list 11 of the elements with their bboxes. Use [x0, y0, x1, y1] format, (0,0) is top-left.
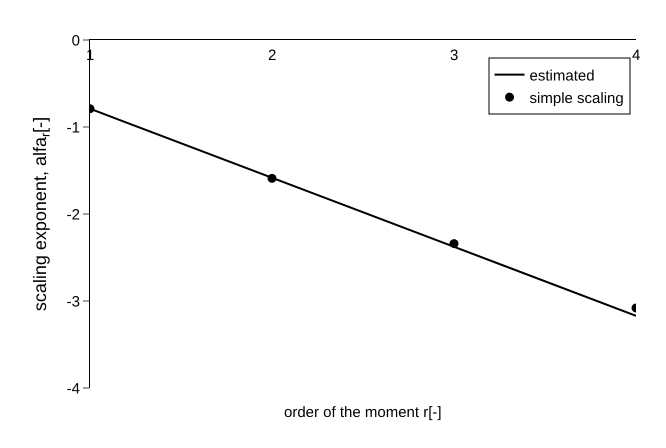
y-tick-label: -1 — [66, 119, 80, 136]
y-tick-label: -4 — [66, 380, 80, 398]
y-tick-label: 0 — [72, 32, 80, 50]
legend-label: simple scaling — [530, 90, 624, 107]
x-axis-title: order of the moment r[-] — [284, 404, 442, 421]
x-tick-label: 3 — [450, 47, 458, 64]
y-tick-label: -2 — [66, 206, 80, 224]
x-tick-label: 2 — [268, 47, 276, 64]
y-tick-label: -3 — [66, 293, 80, 310]
x-tick-label: 4 — [632, 47, 640, 64]
legend-label: estimated — [530, 68, 595, 84]
